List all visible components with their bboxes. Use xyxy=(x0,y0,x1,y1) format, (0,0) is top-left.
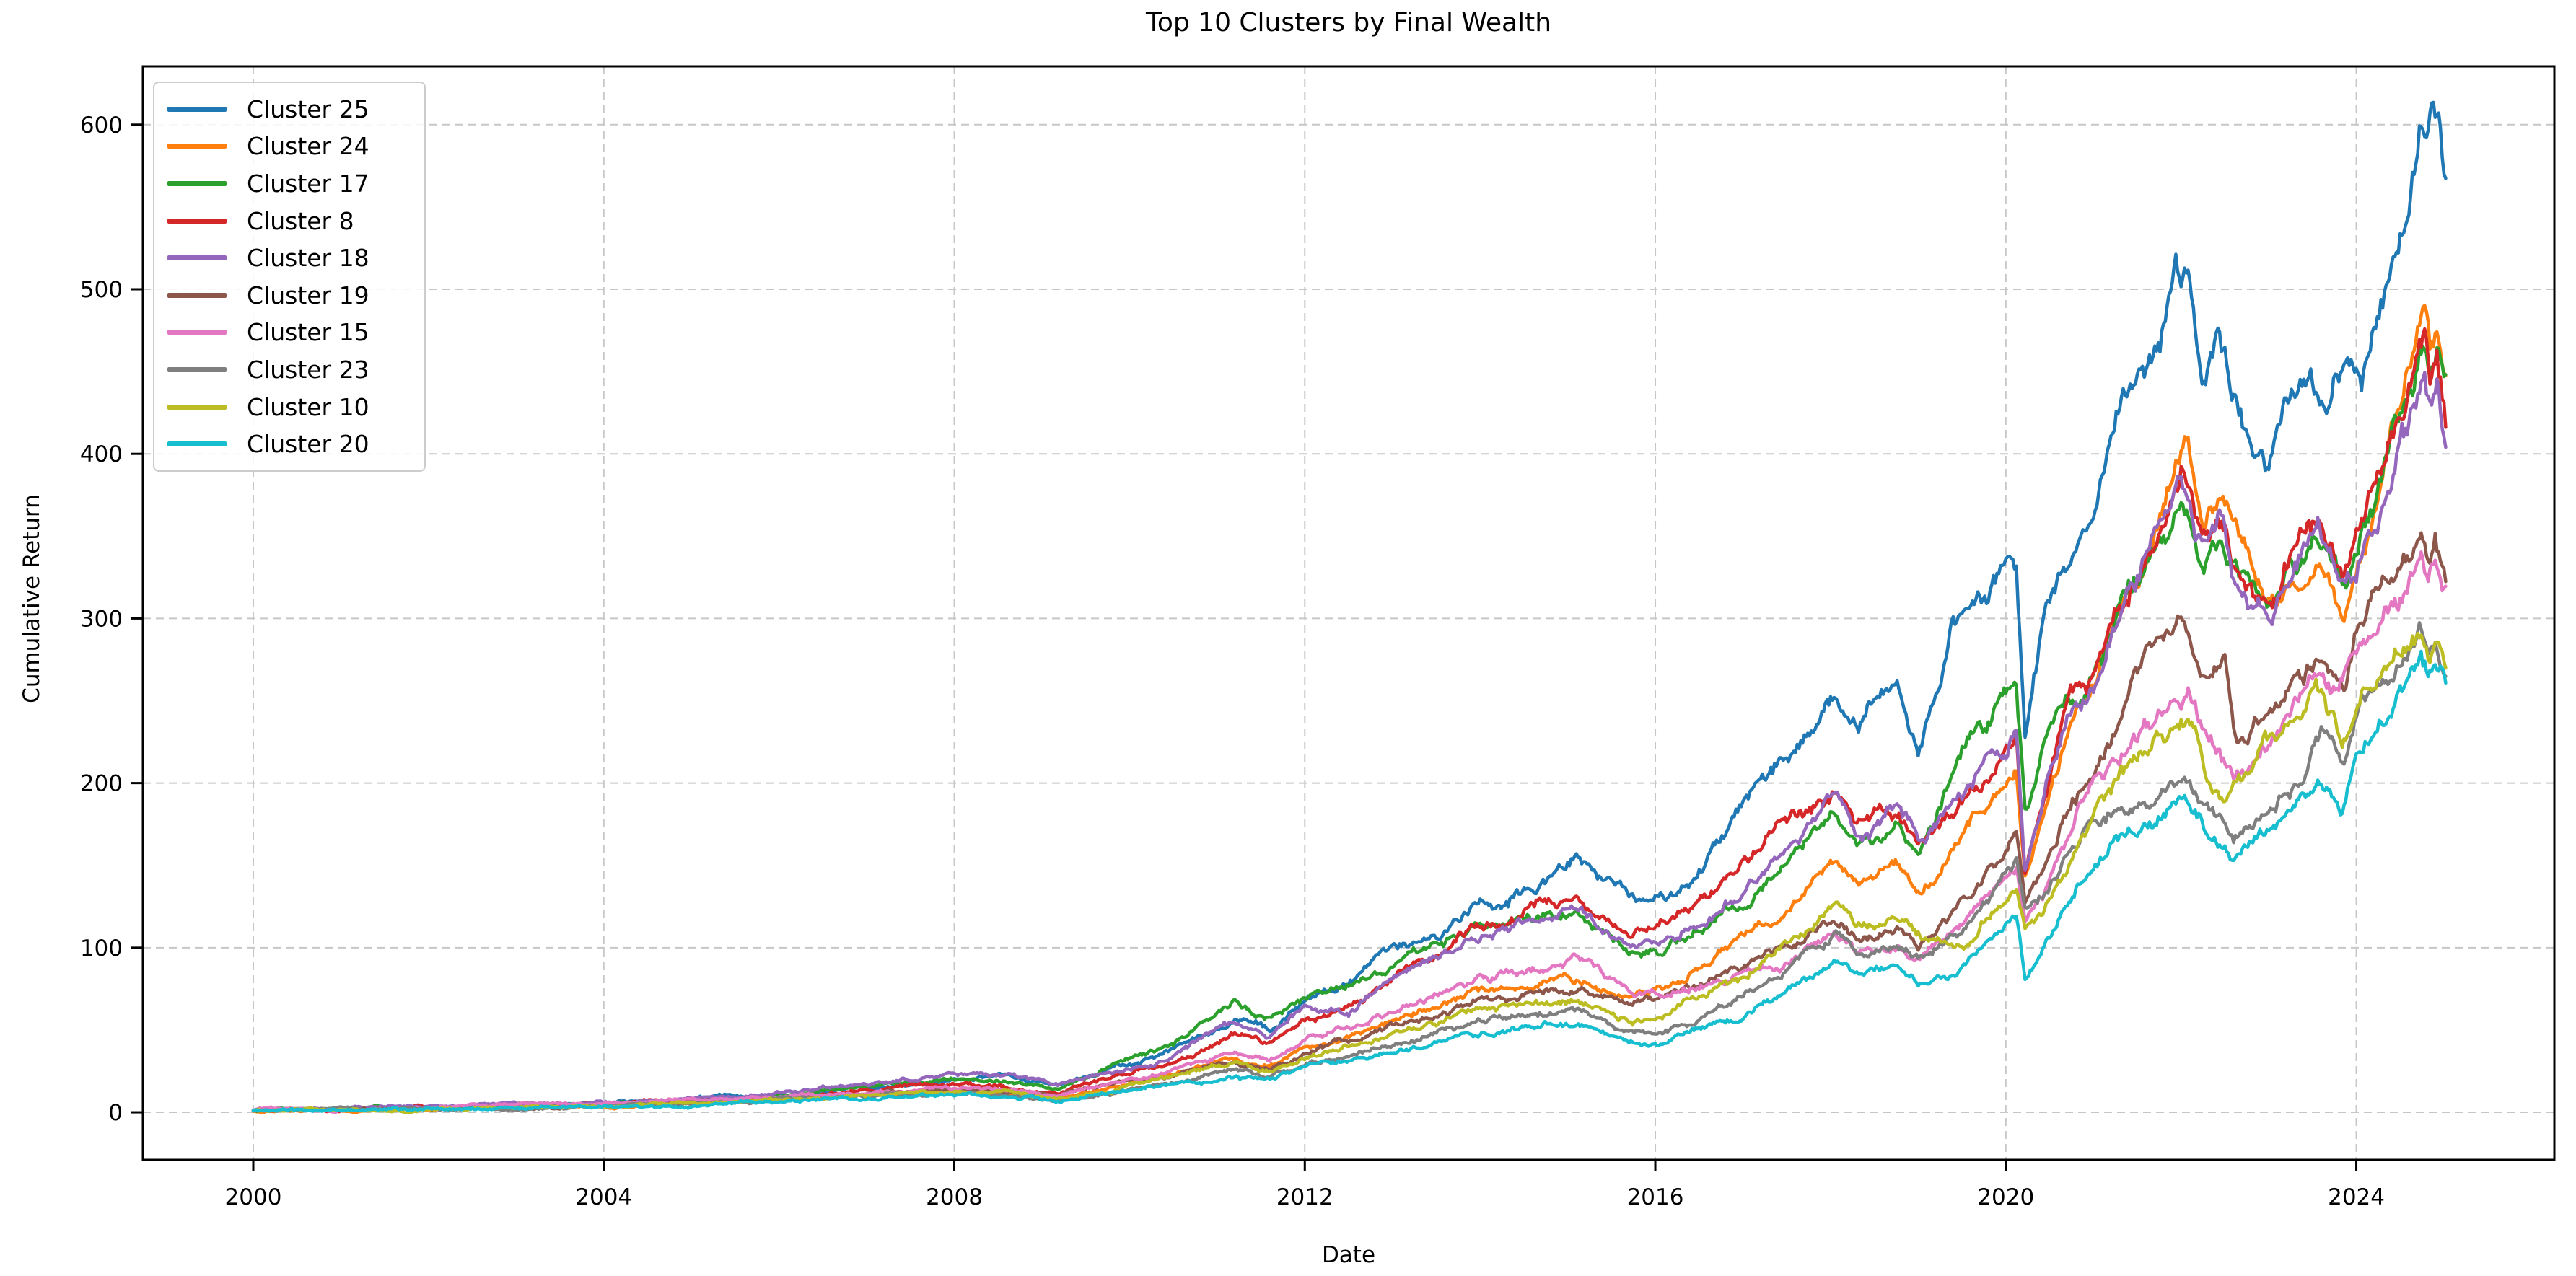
legend-label: Cluster 8 xyxy=(247,206,354,235)
chart-title: Top 10 Clusters by Final Wealth xyxy=(1145,8,1552,38)
x-tick-label: 2020 xyxy=(1977,1184,2034,1210)
y-tick-label: 400 xyxy=(80,441,123,467)
legend-label: Cluster 20 xyxy=(247,430,369,459)
legend-item-cluster-25: Cluster 25 xyxy=(154,95,424,123)
legend-line-swatch xyxy=(167,367,227,372)
legend-item-cluster-15: Cluster 15 xyxy=(154,318,424,346)
series-group xyxy=(251,100,2448,1115)
legend-label: Cluster 19 xyxy=(247,281,369,309)
y-tick-labels: 0 100 200 300 400 500 600 xyxy=(80,113,123,1126)
legend-line-swatch xyxy=(167,441,227,447)
grid xyxy=(143,66,2554,1160)
legend-item-cluster-18: Cluster 18 xyxy=(154,244,424,272)
series-line-cluster-24 xyxy=(251,304,2448,1114)
y-tick-label: 0 xyxy=(108,1100,123,1126)
legend-label: Cluster 24 xyxy=(247,132,369,161)
x-tick-label: 2004 xyxy=(575,1184,632,1210)
legend-line-swatch xyxy=(167,106,227,112)
series-line-cluster-8 xyxy=(251,327,2448,1114)
legend-label: Cluster 17 xyxy=(247,169,369,198)
y-tick-label: 600 xyxy=(80,113,123,138)
legend-item-cluster-10: Cluster 10 xyxy=(154,393,424,421)
legend-line-swatch xyxy=(167,330,227,335)
x-tick-label: 2024 xyxy=(2328,1184,2385,1210)
x-tick-labels: 2000 2004 2008 2012 2016 2020 2024 xyxy=(225,1184,2385,1210)
y-tick-label: 100 xyxy=(80,936,123,962)
legend-label: Cluster 18 xyxy=(247,244,369,273)
legend-line-swatch xyxy=(167,180,227,186)
legend-line-swatch xyxy=(167,404,227,410)
legend-line-swatch xyxy=(167,255,227,261)
series-line-cluster-18 xyxy=(251,371,2448,1113)
legend-line-swatch xyxy=(167,292,227,298)
legend-item-cluster-17: Cluster 17 xyxy=(154,170,424,198)
series-line-cluster-20 xyxy=(251,649,2448,1113)
legend-line-swatch xyxy=(167,144,227,149)
x-tick-label: 2000 xyxy=(225,1184,282,1210)
legend-item-cluster-19: Cluster 19 xyxy=(154,281,424,309)
legend-item-cluster-24: Cluster 24 xyxy=(154,132,424,160)
x-axis-label: Date xyxy=(1321,1242,1376,1268)
y-tick-label: 200 xyxy=(80,771,123,797)
x-tick-label: 2012 xyxy=(1276,1184,1333,1210)
legend-label: Cluster 25 xyxy=(247,94,369,123)
tick-marks xyxy=(131,123,2358,1171)
y-tick-label: 500 xyxy=(80,277,123,303)
legend-line-swatch xyxy=(167,218,227,224)
y-axis-label: Cumulative Return xyxy=(19,494,45,703)
legend-item-cluster-23: Cluster 23 xyxy=(154,356,424,384)
legend-item-cluster-20: Cluster 20 xyxy=(154,430,424,458)
series-line-cluster-15 xyxy=(251,550,2448,1114)
x-tick-label: 2016 xyxy=(1627,1184,1684,1210)
legend-label: Cluster 23 xyxy=(247,356,369,384)
y-tick-label: 300 xyxy=(80,606,123,632)
x-tick-label: 2008 xyxy=(926,1184,983,1210)
legend-label: Cluster 15 xyxy=(247,318,369,347)
legend-item-cluster-8: Cluster 8 xyxy=(154,207,424,235)
plot-frame xyxy=(141,65,2556,1161)
legend: Cluster 25 Cluster 24 Cluster 17 Cluster 8 C… xyxy=(153,82,426,472)
legend-label: Cluster 10 xyxy=(247,392,369,421)
